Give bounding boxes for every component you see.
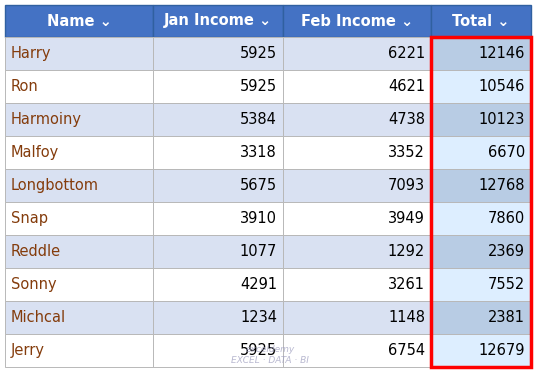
- Text: 5384: 5384: [240, 112, 277, 127]
- Text: Snap: Snap: [11, 211, 48, 226]
- Text: 12146: 12146: [479, 46, 525, 61]
- Text: 3318: 3318: [240, 145, 277, 160]
- Text: 4738: 4738: [388, 112, 425, 127]
- Text: 10546: 10546: [479, 79, 525, 94]
- Text: Reddle: Reddle: [11, 244, 61, 259]
- Bar: [431, 5, 531, 37]
- Bar: [5, 37, 153, 70]
- Text: Harmoiny: Harmoiny: [11, 112, 82, 127]
- Bar: [153, 70, 283, 103]
- Text: Jerry: Jerry: [11, 343, 45, 358]
- Text: 3949: 3949: [388, 211, 425, 226]
- Bar: [153, 136, 283, 169]
- Text: 7860: 7860: [488, 211, 525, 226]
- Bar: [283, 70, 431, 103]
- Bar: [153, 235, 283, 268]
- Text: 4621: 4621: [388, 79, 425, 94]
- Bar: [283, 334, 431, 367]
- Bar: [431, 334, 531, 367]
- Text: Name ⌄: Name ⌄: [47, 13, 111, 28]
- Text: 5925: 5925: [240, 79, 277, 94]
- Text: 3352: 3352: [388, 145, 425, 160]
- Text: exceldemy
EXCEL · DATA · BI: exceldemy EXCEL · DATA · BI: [231, 345, 309, 365]
- Text: 4291: 4291: [240, 277, 277, 292]
- Text: Sonny: Sonny: [11, 277, 56, 292]
- Bar: [5, 235, 153, 268]
- Text: Feb Income ⌄: Feb Income ⌄: [301, 13, 413, 28]
- Bar: [153, 301, 283, 334]
- Bar: [283, 136, 431, 169]
- Bar: [283, 268, 431, 301]
- Text: 1148: 1148: [388, 310, 425, 325]
- Bar: [431, 136, 531, 169]
- Bar: [153, 169, 283, 202]
- Text: 7093: 7093: [388, 178, 425, 193]
- Text: Malfoy: Malfoy: [11, 145, 59, 160]
- Text: Longbottom: Longbottom: [11, 178, 99, 193]
- Text: 6754: 6754: [388, 343, 425, 358]
- Bar: [431, 70, 531, 103]
- Text: 12679: 12679: [478, 343, 525, 358]
- Text: 6221: 6221: [388, 46, 425, 61]
- Bar: [5, 70, 153, 103]
- Bar: [283, 202, 431, 235]
- Text: 10123: 10123: [479, 112, 525, 127]
- Bar: [431, 37, 531, 70]
- Text: Total ⌄: Total ⌄: [452, 13, 509, 28]
- Bar: [5, 5, 153, 37]
- Bar: [153, 268, 283, 301]
- Bar: [431, 103, 531, 136]
- Text: Jan Income ⌄: Jan Income ⌄: [164, 13, 272, 28]
- Bar: [283, 5, 431, 37]
- Bar: [5, 103, 153, 136]
- Bar: [431, 235, 531, 268]
- Text: Ron: Ron: [11, 79, 39, 94]
- Bar: [5, 334, 153, 367]
- Text: 1234: 1234: [240, 310, 277, 325]
- Bar: [5, 268, 153, 301]
- Text: 2381: 2381: [488, 310, 525, 325]
- Bar: [283, 103, 431, 136]
- Bar: [153, 37, 283, 70]
- Text: 5925: 5925: [240, 343, 277, 358]
- Bar: [431, 169, 531, 202]
- Bar: [5, 169, 153, 202]
- Bar: [283, 37, 431, 70]
- Bar: [283, 301, 431, 334]
- Text: Harry: Harry: [11, 46, 52, 61]
- Bar: [431, 37, 531, 367]
- Text: Michcal: Michcal: [11, 310, 66, 325]
- Bar: [5, 202, 153, 235]
- Bar: [431, 202, 531, 235]
- Bar: [153, 202, 283, 235]
- Text: 1292: 1292: [388, 244, 425, 259]
- Text: 6670: 6670: [488, 145, 525, 160]
- Text: 1077: 1077: [239, 244, 277, 259]
- Text: 3261: 3261: [388, 277, 425, 292]
- Bar: [5, 301, 153, 334]
- Text: 2369: 2369: [488, 244, 525, 259]
- Bar: [283, 235, 431, 268]
- Text: 5925: 5925: [240, 46, 277, 61]
- Text: 3910: 3910: [240, 211, 277, 226]
- Bar: [153, 103, 283, 136]
- Text: 5675: 5675: [240, 178, 277, 193]
- Bar: [431, 268, 531, 301]
- Text: 7552: 7552: [488, 277, 525, 292]
- Bar: [431, 301, 531, 334]
- Bar: [283, 169, 431, 202]
- Bar: [153, 334, 283, 367]
- Bar: [153, 5, 283, 37]
- Bar: [5, 136, 153, 169]
- Text: 12768: 12768: [478, 178, 525, 193]
